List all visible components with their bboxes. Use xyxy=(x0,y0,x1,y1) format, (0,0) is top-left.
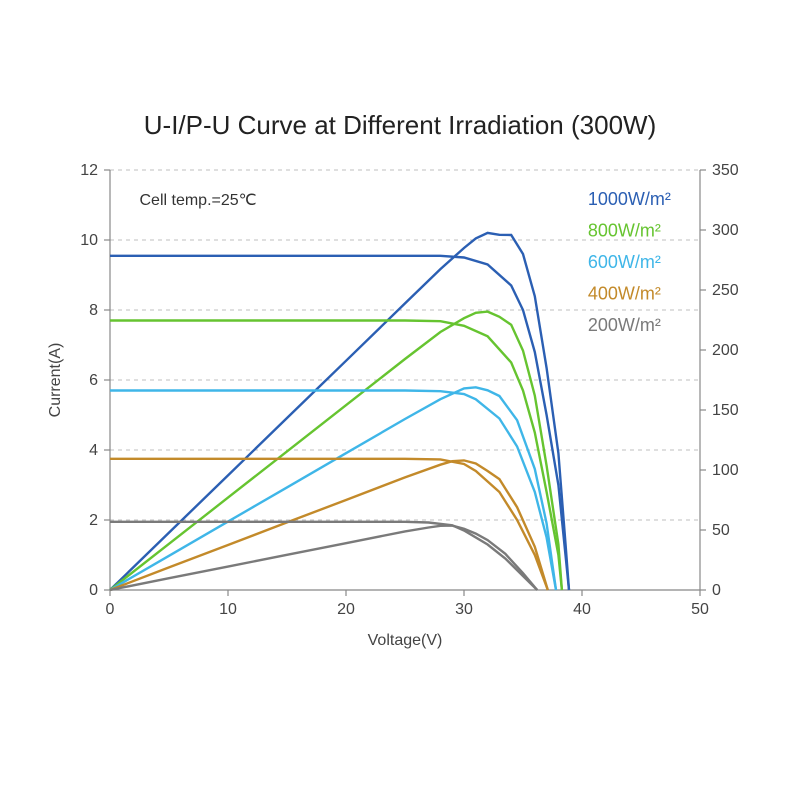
series-iv-600 xyxy=(110,391,556,591)
y-left-tick-label: 4 xyxy=(89,442,98,459)
y-left-tick-label: 2 xyxy=(89,512,98,529)
x-tick-label: 20 xyxy=(337,601,355,618)
series-pv-600 xyxy=(110,387,556,590)
x-tick-label: 50 xyxy=(691,601,709,618)
y-right-tick-label: 100 xyxy=(712,462,739,479)
x-tick-label: 40 xyxy=(573,601,591,618)
cell-temp-annotation: Cell temp.=25℃ xyxy=(140,192,257,209)
y-right-tick-label: 300 xyxy=(712,222,739,239)
x-tick-label: 30 xyxy=(455,601,473,618)
x-axis-label: Voltage(V) xyxy=(368,632,443,649)
y-left-tick-label: 12 xyxy=(80,162,98,179)
y-left-tick-label: 10 xyxy=(80,232,98,249)
y-right-tick-label: 200 xyxy=(712,342,739,359)
legend-item: 1000W/m² xyxy=(588,189,671,209)
y-right-tick-label: 350 xyxy=(712,162,739,179)
legend-item: 400W/m² xyxy=(588,284,661,304)
series-iv-1000 xyxy=(110,256,569,590)
x-tick-label: 10 xyxy=(219,601,237,618)
legend-item: 800W/m² xyxy=(588,221,661,241)
y-right-tick-label: 250 xyxy=(712,282,739,299)
y-left-tick-label: 0 xyxy=(89,582,98,599)
legend-item: 200W/m² xyxy=(588,315,661,335)
y-left-tick-label: 6 xyxy=(89,372,98,389)
y-axis-left-label: Current(A) xyxy=(47,343,64,418)
y-right-tick-label: 50 xyxy=(712,522,730,539)
legend-item: 600W/m² xyxy=(588,252,661,272)
iv-pv-chart: 0102030405002468101205010015020025030035… xyxy=(0,0,800,800)
y-right-tick-label: 150 xyxy=(712,402,739,419)
x-tick-label: 0 xyxy=(106,601,115,618)
y-left-tick-label: 8 xyxy=(89,302,98,319)
series-iv-400 xyxy=(110,459,548,590)
y-right-tick-label: 0 xyxy=(712,582,721,599)
